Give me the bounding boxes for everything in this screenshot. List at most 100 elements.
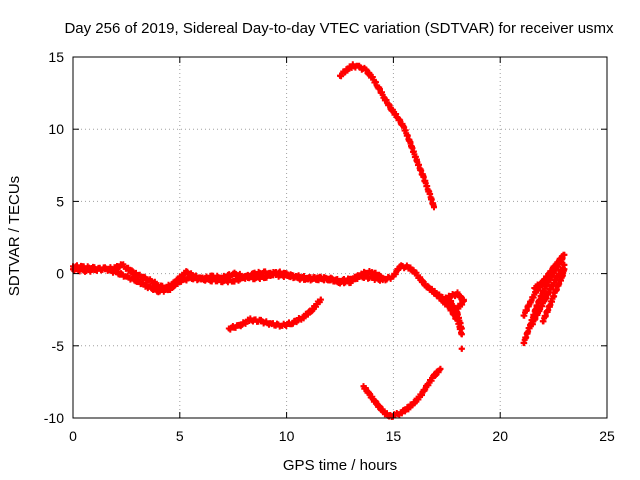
data-point xyxy=(454,290,461,297)
data-point xyxy=(548,283,555,290)
data-point xyxy=(251,274,258,281)
data-point xyxy=(176,277,183,284)
data-point xyxy=(112,269,119,276)
data-point xyxy=(326,275,333,282)
data-point xyxy=(127,267,134,274)
data-point xyxy=(183,269,190,276)
data-point xyxy=(557,257,564,264)
data-point xyxy=(300,313,307,320)
data-point xyxy=(561,266,568,273)
data-point xyxy=(208,273,215,280)
data-point xyxy=(394,114,401,121)
data-point xyxy=(539,318,546,325)
data-point xyxy=(531,285,538,292)
data-point xyxy=(437,365,444,372)
data-point xyxy=(279,322,286,329)
data-point xyxy=(356,64,363,71)
data-point xyxy=(155,282,162,289)
data-point xyxy=(134,277,141,284)
data-point xyxy=(343,66,350,73)
series-end-cluster-e xyxy=(539,266,568,325)
data-point xyxy=(561,251,568,258)
data-point xyxy=(546,303,553,310)
data-point xyxy=(225,325,232,332)
data-point xyxy=(373,400,380,407)
series-lower-arc-1 xyxy=(225,296,324,333)
series-low-track xyxy=(360,365,444,420)
data-point xyxy=(230,277,237,284)
data-point xyxy=(240,273,247,280)
data-point xyxy=(369,74,376,81)
data-point xyxy=(418,391,425,398)
data-point xyxy=(411,399,418,406)
data-point xyxy=(362,66,369,73)
x-tick-label: 25 xyxy=(599,428,615,444)
data-point xyxy=(268,321,275,328)
plot-frame xyxy=(72,56,608,419)
series-main-track-b xyxy=(70,264,386,296)
data-point xyxy=(544,274,551,281)
data-point xyxy=(424,381,431,388)
data-point xyxy=(537,280,544,287)
data-point xyxy=(257,318,264,325)
data-point xyxy=(405,264,412,271)
x-tick-label: 10 xyxy=(279,428,295,444)
data-point xyxy=(360,383,367,390)
data-point xyxy=(144,283,151,290)
data-point xyxy=(337,72,343,79)
data-point xyxy=(452,315,459,322)
data-point xyxy=(439,298,446,305)
y-axis-label: SDTVAR / TECUs xyxy=(6,176,23,296)
data-point xyxy=(426,191,433,198)
data-point xyxy=(219,274,226,281)
data-point xyxy=(375,84,382,91)
x-tick-label: 5 xyxy=(176,428,184,444)
data-point xyxy=(559,273,566,280)
data-point xyxy=(542,296,549,303)
data-point xyxy=(407,140,414,147)
data-point xyxy=(390,273,397,280)
data-point xyxy=(337,279,343,286)
data-point xyxy=(187,274,194,281)
data-point xyxy=(430,373,437,380)
data-point xyxy=(458,345,465,352)
x-tick-label: 15 xyxy=(386,428,402,444)
data-point xyxy=(315,274,322,281)
data-point xyxy=(379,274,386,281)
data-point xyxy=(91,266,98,273)
data-point xyxy=(369,269,376,276)
data-point xyxy=(347,278,354,285)
data-point xyxy=(529,321,536,328)
data-point xyxy=(262,274,269,281)
data-point xyxy=(411,269,418,276)
data-point xyxy=(428,286,435,293)
data-point xyxy=(272,269,279,276)
data-point xyxy=(422,282,429,289)
data-point xyxy=(144,276,151,283)
data-point xyxy=(460,298,467,305)
data-point xyxy=(386,413,393,420)
data-point xyxy=(247,316,254,323)
data-point xyxy=(358,270,365,277)
data-point xyxy=(290,319,297,326)
data-point xyxy=(369,274,376,281)
data-point xyxy=(283,271,290,278)
series-late-tail xyxy=(458,345,465,352)
y-tick-label: -5 xyxy=(52,338,65,354)
data-point xyxy=(102,265,109,272)
data-point xyxy=(388,105,395,112)
data-point xyxy=(520,312,527,319)
data-point xyxy=(454,305,461,312)
data-point xyxy=(155,287,162,294)
chart-title: Day 256 of 2019, Sidereal Day-to-day VTE… xyxy=(64,20,614,37)
data-point xyxy=(401,124,408,131)
series-end-cluster-d xyxy=(531,251,568,292)
data-point xyxy=(405,404,412,411)
data-point xyxy=(309,306,316,313)
data-point xyxy=(366,391,373,398)
y-tick-label: -10 xyxy=(44,410,64,426)
data-point xyxy=(379,407,386,414)
data-point xyxy=(294,274,301,281)
data-point xyxy=(80,267,87,274)
